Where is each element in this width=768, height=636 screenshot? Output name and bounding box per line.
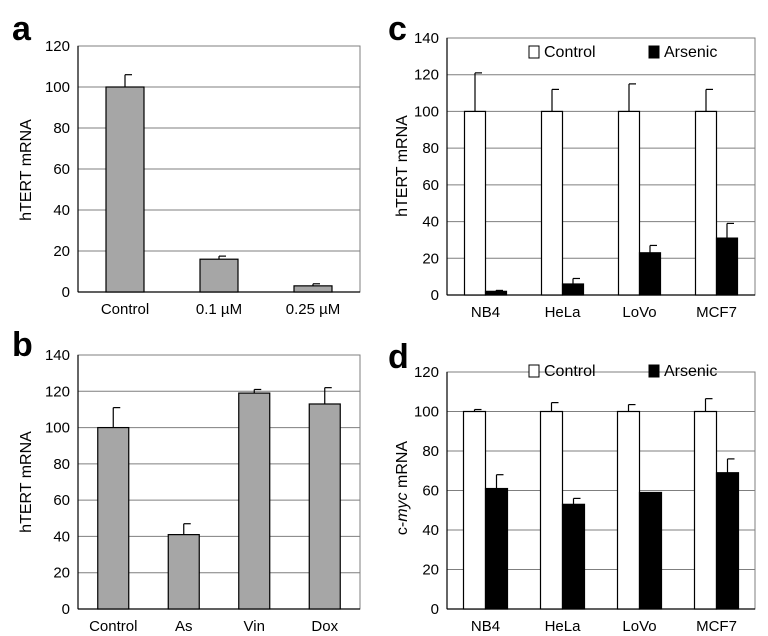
panel-d-ylabel-prefix: c- [394,522,411,535]
panel-a-bar [293,285,333,293]
panel-b-plot: 0 20 40 60 80 100 120 140 Control As Vin Dox [45,347,361,635]
panel-d-bar [693,410,718,610]
panel-b-xtick-label: As [175,618,193,635]
panel-d-xtick-label: HeLa [545,618,582,635]
panel-a-ytick-label: 60 [53,161,70,178]
panel-d-bar [539,410,564,610]
panel-c-ytick-label: 140 [414,30,439,47]
panel-c-xtick-label: HeLa [545,304,582,321]
panel-d-ytick-label: 0 [431,601,439,618]
panel-b-ytick-label: 60 [53,492,70,509]
panel-c-ytick-label: 20 [422,250,439,267]
panel-c-xtick-label: NB4 [471,304,500,321]
panel-c-bar [540,110,564,296]
panel-b-ytick-label: 0 [62,601,70,618]
panel-b-ylabel: hTERT mRNA [18,431,35,533]
panel-d-xtick-label: MCF7 [696,618,737,635]
panel-c-xtick-label: LoVo [622,304,656,321]
panel-a-xtick-label: 0.25 µM [286,301,341,318]
panel-d-bar [462,410,487,610]
panel-c-ytick-label: 60 [422,177,439,194]
panel-c-bar [463,110,487,296]
panel-a-ytick-label: 20 [53,243,70,260]
panel-c-bar [561,283,585,296]
panel-b-ytick-label: 40 [53,528,70,545]
panel-c-bar [617,110,641,296]
panel-d-ytick-label: 40 [422,522,439,539]
panel-a-ytick-label: 80 [53,120,70,137]
panel-c-ytick-label: 120 [414,67,439,84]
panel-d-ytick-label: 60 [422,483,439,500]
panel-b-ytick-label: 120 [45,383,70,400]
panel-b-ytick-label: 80 [53,456,70,473]
panel-c-ytick-label: 100 [414,103,439,120]
panel-d-ytick-label: 80 [422,443,439,460]
panel-c-xtick-label: MCF7 [696,304,737,321]
panel-d-xtick-label: LoVo [622,618,656,635]
panel-c-bar [484,290,508,296]
panel-c-bar [694,110,718,296]
panel-c-legend-label: Arsenic [664,44,717,61]
panel-b-bar [97,426,130,610]
panel-a-xtick-label: Control [101,301,149,318]
panel-c-ytick-label: 0 [431,287,439,304]
panel-letter-b: b [12,326,33,364]
panel-d-ylabel: c-myc mRNA [394,441,411,536]
panel-d-ytick-label: 100 [414,404,439,421]
panel-b-xtick-label: Vin [244,618,265,635]
panel-a-ytick-label: 0 [62,284,70,301]
panel-c-bar [715,237,739,296]
panel-b-ytick-label: 20 [53,565,70,582]
panel-d-legend-swatch [648,364,660,378]
panel-d-bar [561,503,586,610]
panel-d-ylabel-suffix: mRNA [394,441,411,493]
panel-a-xtick-label: 0.1 µM [196,301,242,318]
panel-d-bar [616,410,641,610]
panel-d-bar [484,487,509,610]
panel-b-ytick-label: 140 [45,347,70,364]
panel-b-bar [308,403,341,610]
panel-b-xtick-label: Control [89,618,137,635]
panel-d-bar [638,491,663,610]
panel-a-ytick-label: 100 [45,79,70,96]
panel-a-bar [105,86,145,293]
panel-b-xtick-label: Dox [311,618,338,635]
panel-a-ylabel: hTERT mRNA [18,119,35,221]
panel-a-ytick-label: 120 [45,38,70,55]
panel-a-bar [199,258,239,293]
panel-c-legend-swatch [528,45,540,59]
panel-b-ytick-label: 100 [45,420,70,437]
panel-c-ylabel: hTERT mRNA [394,115,411,217]
panel-d-ylabel-italic: myc [394,492,411,521]
panel-c-plot: 0 20 40 60 80 100 120 140 NB4 HeLa LoVo MCF7 Control… [414,30,756,321]
panel-c-legend-label: Control [544,44,596,61]
panel-d-ytick-label: 20 [422,562,439,579]
panel-b-bar [167,534,200,610]
panel-a-plot: 0 20 40 60 80 100 120 Control 0.1 µM 0.25 µM [45,38,361,318]
panel-d-legend-label: Control [544,363,596,380]
panel-d-xtick-label: NB4 [471,618,500,635]
panel-d-legend-swatch [528,364,540,378]
panel-d-plot: 0 20 40 60 80 100 120 NB4 HeLa LoVo MCF7 Control Ars… [414,363,756,635]
panel-letter-c: c [388,10,407,48]
panel-c-bar [638,252,662,296]
panel-letter-d: d [388,338,409,376]
panel-a-ytick-label: 40 [53,202,70,219]
panel-letter-a: a [12,10,32,48]
panel-b-bar [238,392,271,610]
panel-c-ytick-label: 40 [422,214,439,231]
panel-d-ytick-label: 120 [414,364,439,381]
panel-d-bar [715,472,740,610]
panel-d-legend-label: Arsenic [664,363,717,380]
panel-c-legend-swatch [648,45,660,59]
panel-c-ytick-label: 80 [422,140,439,157]
